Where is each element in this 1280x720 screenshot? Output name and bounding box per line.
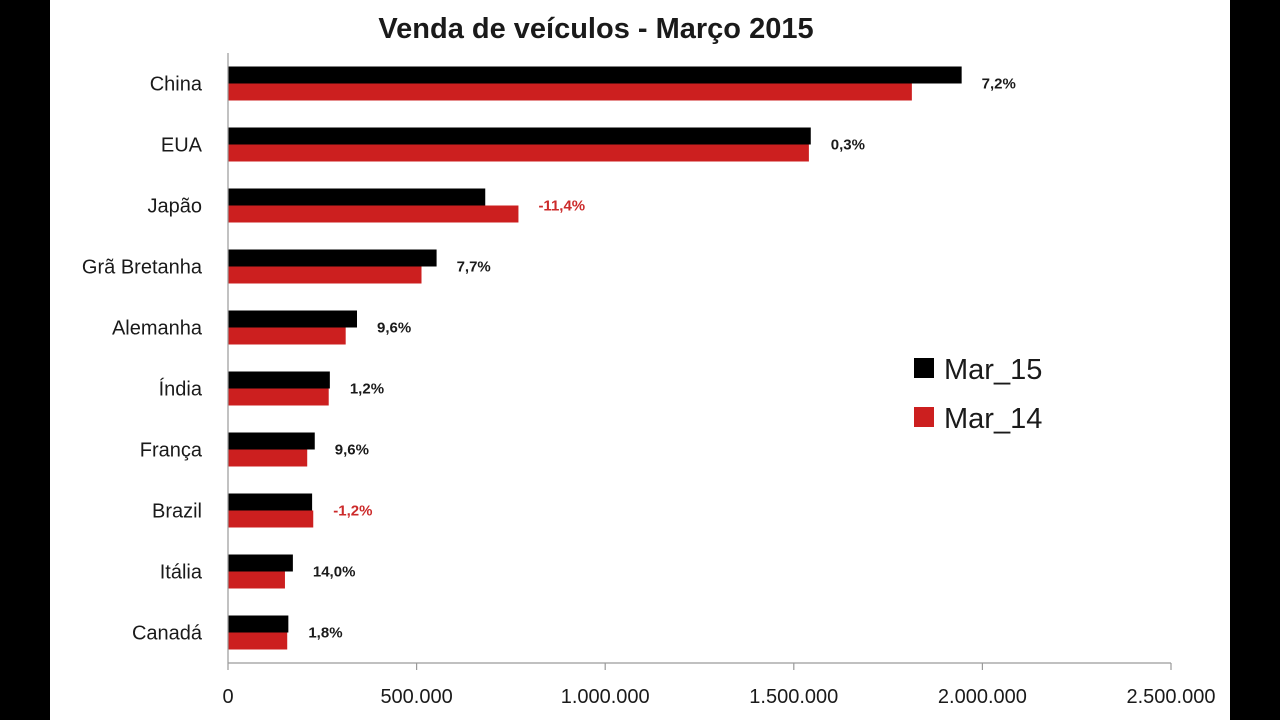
bar-mar-15 xyxy=(228,188,486,206)
x-tick-label: 2.500.000 xyxy=(1127,686,1216,708)
change-percent-label: 1,2% xyxy=(350,381,384,398)
bar-mar-14 xyxy=(228,266,422,284)
legend-swatch-mar-15 xyxy=(914,358,934,378)
bar-mar-15 xyxy=(228,615,289,633)
category-label: França xyxy=(140,440,203,462)
change-percent-label: 7,2% xyxy=(982,76,1016,93)
bar-mar-14 xyxy=(228,632,288,650)
category-label: Itália xyxy=(160,562,203,584)
change-percent-label: 1,8% xyxy=(308,625,342,642)
chart-title: Venda de veículos - Março 2015 xyxy=(378,13,813,45)
bar-mar-15 xyxy=(228,127,811,145)
bar-mar-14 xyxy=(228,449,308,467)
legend-label: Mar_15 xyxy=(944,354,1042,386)
bar-mar-14 xyxy=(228,388,329,406)
bar-mar-15 xyxy=(228,371,330,389)
bar-mar-15 xyxy=(228,310,358,328)
bar-mar-15 xyxy=(228,249,437,267)
change-percent-label: 9,6% xyxy=(377,320,411,337)
x-tick-label: 500.000 xyxy=(380,686,452,708)
annotations-group: 7,2% 0,3% -11,4% 7,7% 9,6% 1,2% 9,6% -1,2% 14,0%… xyxy=(308,76,1016,642)
chart-panel: Venda de veículos - Março 2015 China EUA J… xyxy=(50,0,1230,720)
bar-mar-15 xyxy=(228,554,293,572)
category-label: Alemanha xyxy=(112,318,203,340)
change-percent-label: 7,7% xyxy=(457,259,491,276)
category-label: Grã Bretanha xyxy=(82,257,203,279)
category-label: Índia xyxy=(159,378,203,401)
bar-chart: Venda de veículos - Março 2015 China EUA J… xyxy=(82,13,1216,708)
bar-mar-14 xyxy=(228,205,519,223)
change-percent-label: -11,4% xyxy=(538,198,585,215)
x-tick-label: 1.000.000 xyxy=(561,686,650,708)
category-label: EUA xyxy=(161,135,203,157)
bar-mar-14 xyxy=(228,510,314,528)
change-percent-label: 14,0% xyxy=(313,564,356,581)
category-label: China xyxy=(150,74,203,96)
category-labels-group: China EUA Japão Grã Bretanha Alemanha Índia Fr… xyxy=(82,74,203,645)
x-tick-label: 0 xyxy=(222,686,233,708)
legend-swatch-mar-14 xyxy=(914,407,934,427)
x-axis: 0 500.000 1.000.000 1.500.000 2.000.000 2.500… xyxy=(222,53,1215,708)
category-label: Japão xyxy=(148,196,203,218)
legend-label: Mar_14 xyxy=(944,403,1042,435)
legend: Mar_15 Mar_14 xyxy=(914,354,1042,435)
category-label: Brazil xyxy=(152,501,202,523)
bar-mar-14 xyxy=(228,83,912,101)
change-percent-label: 0,3% xyxy=(831,137,865,154)
category-label: Canadá xyxy=(132,623,203,645)
bars-group xyxy=(228,66,962,650)
bar-mar-15 xyxy=(228,493,313,511)
bar-mar-14 xyxy=(228,571,285,589)
x-tick-label: 2.000.000 xyxy=(938,686,1027,708)
bar-mar-15 xyxy=(228,66,962,84)
bar-mar-14 xyxy=(228,327,346,345)
change-percent-label: -1,2% xyxy=(333,503,372,520)
change-percent-label: 9,6% xyxy=(335,442,369,459)
bar-mar-15 xyxy=(228,432,315,450)
bar-mar-14 xyxy=(228,144,809,162)
x-tick-label: 1.500.000 xyxy=(749,686,838,708)
